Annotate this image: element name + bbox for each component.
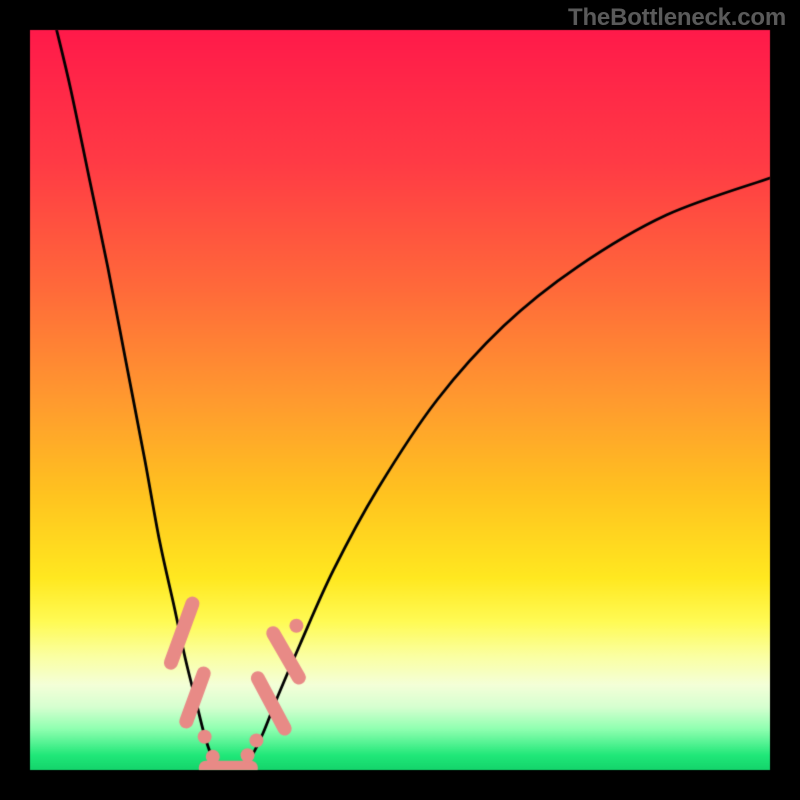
watermark-text: TheBottleneck.com (568, 4, 786, 32)
chart-stage: TheBottleneck.com (0, 0, 800, 800)
chart-plot-canvas (0, 0, 800, 800)
